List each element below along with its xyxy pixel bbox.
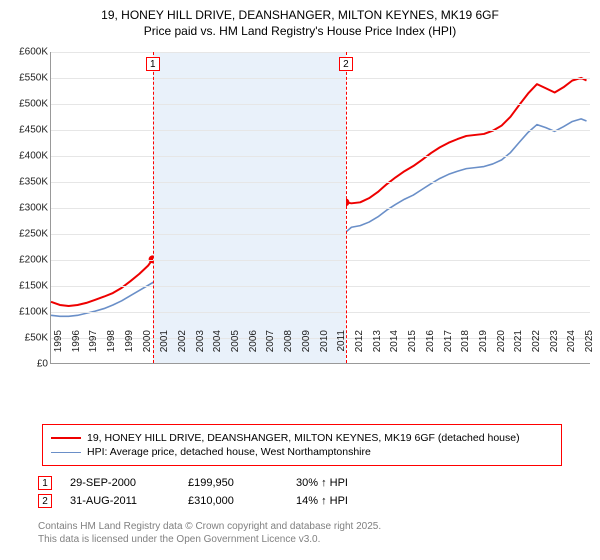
y-axis-label: £100K — [4, 307, 48, 318]
x-axis-label: 2014 — [389, 330, 400, 370]
y-axis-label: £150K — [4, 281, 48, 292]
event-price: £310,000 — [188, 495, 278, 507]
y-axis-label: £200K — [4, 255, 48, 266]
gridline — [51, 104, 590, 105]
x-axis-label: 1998 — [106, 330, 117, 370]
event-delta: 14% ↑ HPI — [296, 495, 348, 507]
x-axis-label: 1999 — [124, 330, 135, 370]
y-axis-label: £250K — [4, 229, 48, 240]
x-axis-label: 2000 — [142, 330, 153, 370]
x-axis-label: 2011 — [336, 330, 347, 370]
event-row: 1 29-SEP-2000 £199,950 30% ↑ HPI — [38, 474, 568, 492]
event-marker-box: 1 — [146, 57, 160, 71]
title-line2: Price paid vs. HM Land Registry's House … — [10, 24, 590, 40]
y-axis-label: £500K — [4, 99, 48, 110]
gridline — [51, 156, 590, 157]
gridline — [51, 286, 590, 287]
x-axis-label: 2013 — [372, 330, 383, 370]
event-date: 31-AUG-2011 — [70, 495, 170, 507]
legend-item-hpi: HPI: Average price, detached house, West… — [51, 445, 553, 459]
legend: 19, HONEY HILL DRIVE, DEANSHANGER, MILTO… — [42, 424, 562, 466]
legend-label: 19, HONEY HILL DRIVE, DEANSHANGER, MILTO… — [87, 432, 520, 444]
event-line — [346, 52, 347, 363]
gridline — [51, 208, 590, 209]
y-axis-label: £0 — [4, 359, 48, 370]
event-row: 2 31-AUG-2011 £310,000 14% ↑ HPI — [38, 492, 568, 510]
x-axis-label: 2018 — [460, 330, 471, 370]
event-delta: 30% ↑ HPI — [296, 477, 348, 489]
x-axis-label: 2016 — [425, 330, 436, 370]
x-axis-label: 2004 — [212, 330, 223, 370]
y-axis-label: £550K — [4, 73, 48, 84]
gridline — [51, 78, 590, 79]
event-line — [153, 52, 154, 363]
x-axis-label: 1997 — [88, 330, 99, 370]
y-axis-label: £300K — [4, 203, 48, 214]
x-axis-label: 2023 — [549, 330, 560, 370]
event-date: 29-SEP-2000 — [70, 477, 170, 489]
x-axis-label: 2010 — [319, 330, 330, 370]
legend-item-price-paid: 19, HONEY HILL DRIVE, DEANSHANGER, MILTO… — [51, 431, 553, 445]
x-axis-label: 2006 — [248, 330, 259, 370]
x-axis-label: 2009 — [301, 330, 312, 370]
legend-label: HPI: Average price, detached house, West… — [87, 446, 371, 458]
x-axis-label: 1996 — [71, 330, 82, 370]
x-axis-label: 2002 — [177, 330, 188, 370]
chart: 12 £0£50K£100K£150K£200K£250K£300K£350K£… — [0, 46, 600, 416]
y-axis-label: £600K — [4, 47, 48, 58]
x-axis-label: 2008 — [283, 330, 294, 370]
x-axis-label: 2003 — [195, 330, 206, 370]
x-axis-label: 2025 — [584, 330, 595, 370]
x-axis-label: 2015 — [407, 330, 418, 370]
x-axis-label: 2022 — [531, 330, 542, 370]
x-axis-label: 2007 — [265, 330, 276, 370]
attribution-line: Contains HM Land Registry data © Crown c… — [38, 520, 578, 533]
x-axis-label: 2021 — [513, 330, 524, 370]
x-axis-label: 2019 — [478, 330, 489, 370]
x-axis-label: 2020 — [496, 330, 507, 370]
event-table: 1 29-SEP-2000 £199,950 30% ↑ HPI 2 31-AU… — [38, 474, 568, 510]
x-axis-label: 2012 — [354, 330, 365, 370]
x-axis-label: 1995 — [53, 330, 64, 370]
event-marker: 2 — [38, 494, 52, 508]
gridline — [51, 52, 590, 53]
y-axis-label: £450K — [4, 125, 48, 136]
gridline — [51, 130, 590, 131]
gridline — [51, 182, 590, 183]
event-price: £199,950 — [188, 477, 278, 489]
attribution: Contains HM Land Registry data © Crown c… — [38, 520, 578, 546]
event-marker: 1 — [38, 476, 52, 490]
x-axis-label: 2005 — [230, 330, 241, 370]
legend-swatch — [51, 437, 81, 439]
y-axis-label: £350K — [4, 177, 48, 188]
title-line1: 19, HONEY HILL DRIVE, DEANSHANGER, MILTO… — [10, 8, 590, 24]
chart-title: 19, HONEY HILL DRIVE, DEANSHANGER, MILTO… — [0, 0, 600, 43]
gridline — [51, 312, 590, 313]
event-marker-box: 2 — [339, 57, 353, 71]
plot-area: 12 — [50, 52, 590, 364]
gridline — [51, 260, 590, 261]
attribution-line: This data is licensed under the Open Gov… — [38, 533, 578, 546]
x-axis-label: 2017 — [443, 330, 454, 370]
legend-swatch — [51, 452, 81, 453]
y-axis-label: £50K — [4, 333, 48, 344]
y-axis-label: £400K — [4, 151, 48, 162]
x-axis-label: 2024 — [566, 330, 577, 370]
x-axis-label: 2001 — [159, 330, 170, 370]
gridline — [51, 234, 590, 235]
